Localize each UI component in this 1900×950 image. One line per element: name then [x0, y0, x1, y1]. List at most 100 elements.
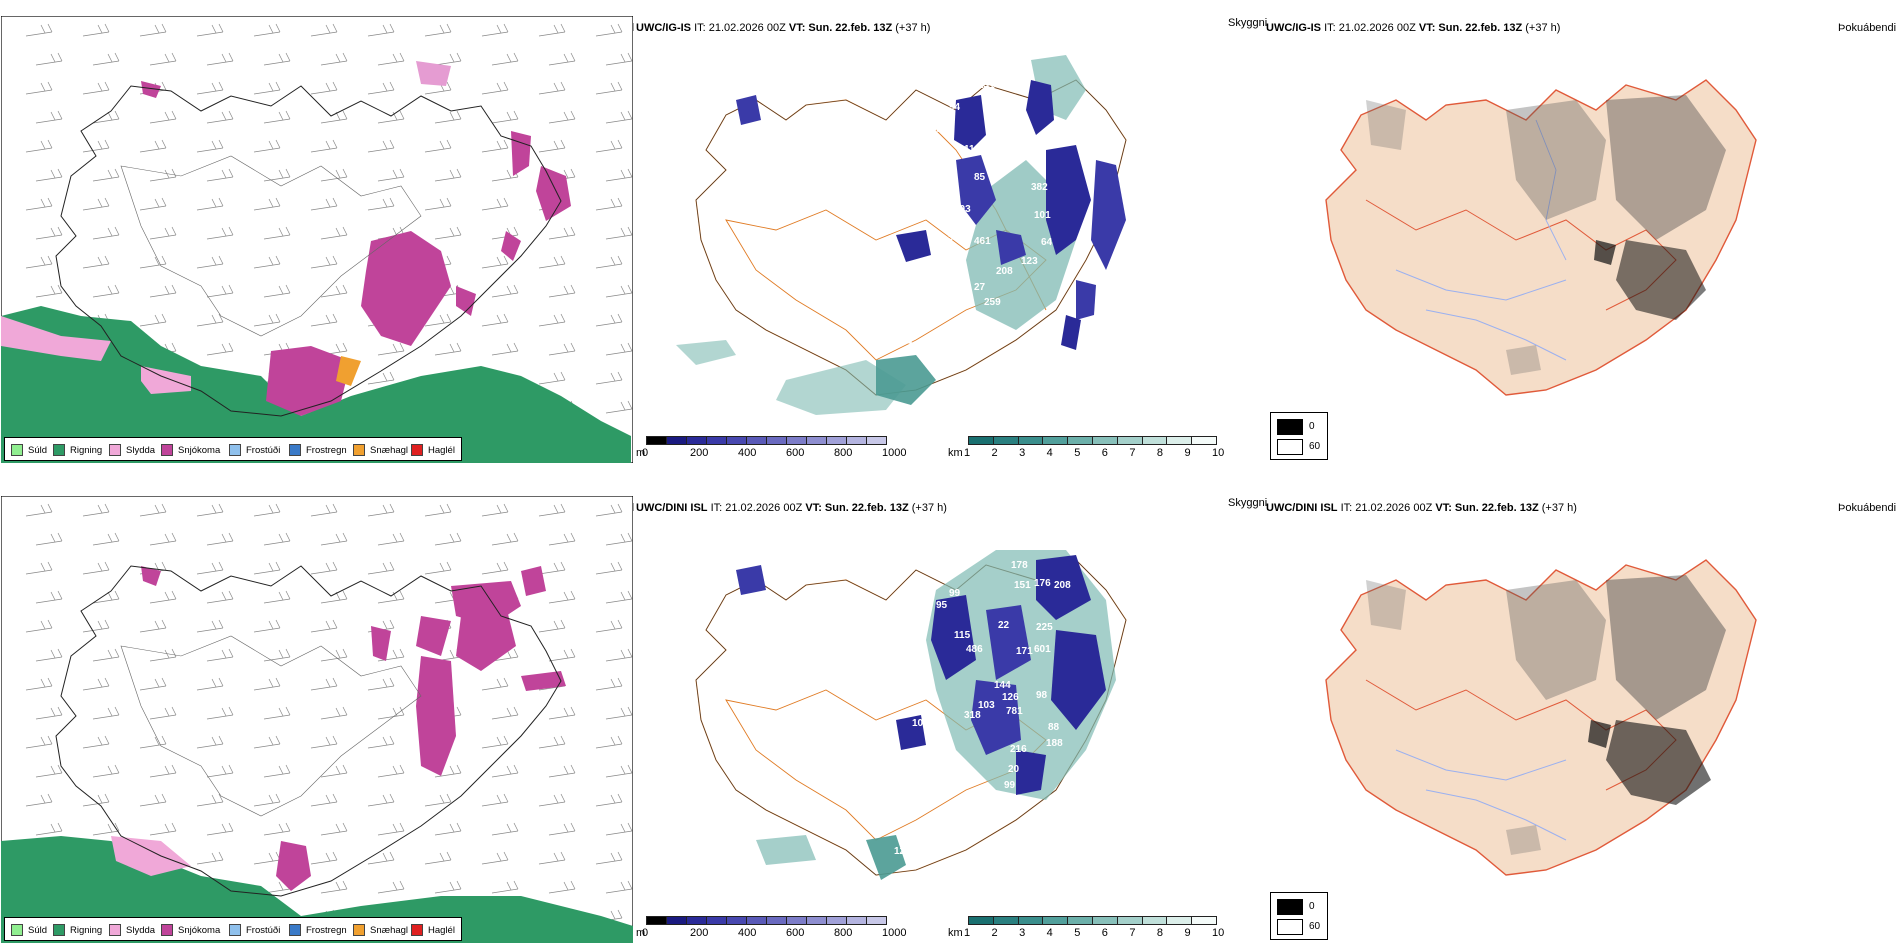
colorbar-tick-label: 4	[1046, 927, 1053, 939]
legend-item: Súld	[11, 924, 47, 936]
legend-item: Súld	[11, 444, 47, 456]
fog-panel-bottom: UWC/DINI ISL IT: 21.02.2026 00Z VT: Sun.…	[1266, 480, 1900, 950]
colorbar-unit: m	[636, 927, 646, 939]
colorbar-segment	[646, 436, 667, 445]
wind-barb	[92, 284, 120, 298]
colorbar-tick-label: 3	[1019, 447, 1026, 459]
wind-barb	[377, 342, 405, 356]
wind-barb	[253, 735, 281, 749]
wind-barb	[548, 226, 576, 240]
colorbar-segment	[992, 436, 1019, 445]
colorbar-tick-label: 7	[1129, 447, 1136, 459]
wind-barb	[367, 851, 395, 865]
wind-barb	[605, 532, 633, 546]
wind-barb	[481, 81, 509, 95]
wind-barb	[310, 793, 338, 807]
colorbar-tick-label: 1000	[882, 927, 907, 939]
wind-barb	[434, 226, 462, 240]
swatch	[229, 924, 241, 936]
wind-barb	[92, 764, 120, 778]
colorbar-segment	[846, 436, 867, 445]
wind-barb	[434, 342, 462, 356]
legend-item: Frostregn	[289, 444, 347, 456]
colorbar-segment	[786, 916, 807, 925]
colorbar-tick-label: 4	[1046, 447, 1053, 459]
wind-barb	[320, 706, 348, 720]
ceiling-value-label: 218	[1016, 130, 1033, 141]
wind-barb	[595, 255, 623, 269]
wind-barb	[538, 619, 566, 633]
wind-barb	[434, 822, 462, 836]
wind-barb	[377, 764, 405, 778]
wind-barb	[595, 561, 623, 575]
wind-barb	[424, 197, 452, 211]
colorbar-segment	[992, 916, 1019, 925]
colorbar-segment	[968, 916, 994, 925]
colorbar-segment	[968, 436, 994, 445]
wind-barb	[25, 735, 53, 749]
wind-barb	[605, 764, 633, 778]
wind-barb	[481, 197, 509, 211]
precip-legend: Súld Rigning Slydda Snjókoma Frostúði Fr…	[4, 917, 462, 941]
wind-barb	[548, 590, 576, 604]
wind-barb	[139, 503, 167, 517]
ceiling-value-label: 126	[1002, 692, 1019, 703]
wind-barb	[206, 168, 234, 182]
wind-barb	[82, 197, 110, 211]
panel-title: Skyggni	[1228, 17, 1268, 29]
panel-header: UWC/IG-IS IT: 21.02.2026 00Z VT: Sun. 22…	[636, 22, 931, 34]
wind-barb	[310, 139, 338, 153]
wind-barb	[196, 81, 224, 95]
colorbar-segment	[706, 916, 727, 925]
wind-barb	[149, 284, 177, 298]
colorbar-segment	[1017, 436, 1044, 445]
ceiling-value-label: 216	[1010, 744, 1027, 755]
wind-barb	[491, 764, 519, 778]
wind-barb	[548, 764, 576, 778]
colorbar-tick-label: 800	[834, 927, 853, 939]
wind-barb	[605, 400, 633, 414]
fog-label-dark: 0	[1309, 901, 1315, 912]
wind-barb	[481, 561, 509, 575]
colorbar-tick-label: 600	[786, 447, 805, 459]
wind-barb	[253, 677, 281, 691]
colorbar-segment	[706, 436, 727, 445]
wind-barb	[196, 139, 224, 153]
wind-barb	[434, 110, 462, 124]
ceiling-value-label: 27	[974, 282, 986, 293]
wind-barb	[196, 503, 224, 517]
ceiling-value-label: 382	[1031, 182, 1048, 193]
precip-type-panel-top: UWC/IG-IS IT: 21.02.2026 00Z VT: Sun. 22…	[0, 0, 636, 470]
colorbar-segment	[766, 916, 787, 925]
ceiling-scale: 0 200 400 600 800 1000	[642, 916, 906, 939]
ceiling-value-label: 188	[1046, 738, 1063, 749]
wind-barb	[196, 619, 224, 633]
wind-barb	[253, 313, 281, 327]
wind-barb	[377, 110, 405, 124]
wind-barb	[310, 561, 338, 575]
wind-barb	[605, 52, 633, 66]
swatch	[411, 444, 423, 456]
ceiling-value-label: 503	[948, 232, 965, 243]
colorbar-segment	[1141, 436, 1168, 445]
wind-barb	[481, 139, 509, 153]
legend-item: Slydda	[109, 924, 155, 936]
colorbar-tick-label: 10	[1212, 927, 1225, 939]
colorbar-tick-label: 8	[1156, 447, 1163, 459]
wind-barb	[377, 822, 405, 836]
wind-barb	[35, 648, 63, 662]
fog-label-light: 60	[1309, 441, 1321, 452]
wind-barb	[595, 677, 623, 691]
wind-barb	[263, 590, 291, 604]
wind-barb	[206, 110, 234, 124]
wind-barb	[206, 822, 234, 836]
wind-barb	[367, 139, 395, 153]
wind-barb	[82, 677, 110, 691]
wind-barb	[253, 255, 281, 269]
wind-barb	[538, 735, 566, 749]
wind-barb	[548, 342, 576, 356]
ceiling-value-label: 144	[994, 680, 1011, 691]
colorbar-tick-label: 10	[1212, 447, 1225, 459]
wind-barb	[196, 561, 224, 575]
wind-barb	[139, 23, 167, 37]
